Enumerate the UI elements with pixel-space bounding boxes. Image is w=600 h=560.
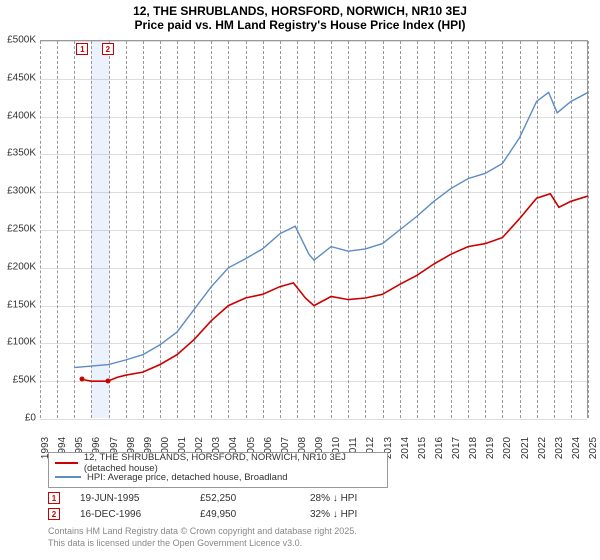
x-tick-label: 2016	[434, 437, 445, 459]
plot-area: 12	[40, 40, 588, 418]
series-property	[82, 194, 588, 382]
y-tick-label: £50K	[13, 375, 36, 386]
legend-swatch-property	[55, 462, 78, 464]
x-tick-label: 2024	[571, 437, 582, 459]
y-tick-label: £100K	[7, 337, 36, 348]
footer: Contains HM Land Registry data © Crown c…	[48, 526, 357, 549]
x-tick-label: 2021	[520, 437, 531, 459]
title-line-1: 12, THE SHRUBLANDS, HORSFORD, NORWICH, N…	[0, 4, 600, 18]
footer-line-1: Contains HM Land Registry data © Crown c…	[48, 526, 357, 538]
y-tick-label: £300K	[7, 186, 36, 197]
x-tick-label: 2018	[468, 437, 479, 459]
x-tick-label: 2022	[537, 437, 548, 459]
sale-row-date: 19-JUN-1995	[80, 493, 200, 504]
sales-table: 1 19-JUN-1995£52,25028% ↓ HPI 2 16-DEC-1996…	[48, 490, 548, 522]
x-axis: 1993199419951996199719981999200020012002…	[40, 420, 588, 452]
series-hpi	[74, 92, 588, 367]
sale-row-num: 2	[48, 508, 60, 520]
sale-row-diff: 32% ↓ HPI	[310, 509, 420, 520]
x-tick-label: 2015	[417, 437, 428, 459]
sale-row-price: £49,950	[200, 509, 310, 520]
y-tick-label: £200K	[7, 261, 36, 272]
y-tick-label: £0	[25, 413, 36, 424]
sale-marker-box: 2	[102, 43, 114, 55]
x-tick-label: 2023	[554, 437, 565, 459]
sale-marker-dot	[105, 379, 110, 384]
sale-row: 1 19-JUN-1995£52,25028% ↓ HPI	[48, 490, 548, 506]
y-tick-label: £150K	[7, 299, 36, 310]
line-plot	[40, 41, 588, 419]
legend-row-property: 12, THE SHRUBLANDS, HORSFORD, NORWICH, N…	[55, 456, 381, 470]
sale-marker-box: 1	[76, 43, 88, 55]
legend-label-hpi: HPI: Average price, detached house, Broa…	[87, 472, 288, 483]
x-tick-label: 2025	[588, 437, 599, 459]
sale-marker-dot	[80, 377, 85, 382]
x-tick-label: 2020	[502, 437, 513, 459]
sale-row-diff: 28% ↓ HPI	[310, 493, 420, 504]
y-tick-label: £450K	[7, 72, 36, 83]
x-tick-label: 2014	[400, 437, 411, 459]
sale-row: 2 16-DEC-1996£49,95032% ↓ HPI	[48, 506, 548, 522]
footer-line-2: This data is licensed under the Open Gov…	[48, 538, 357, 550]
x-tick-label: 2017	[451, 437, 462, 459]
title-line-2: Price paid vs. HM Land Registry's House …	[0, 18, 600, 32]
y-tick-label: £350K	[7, 148, 36, 159]
y-tick-label: £250K	[7, 224, 36, 235]
title-block: 12, THE SHRUBLANDS, HORSFORD, NORWICH, N…	[0, 0, 600, 34]
y-axis: £0£50K£100K£150K£200K£250K£300K£350K£400…	[0, 40, 38, 418]
y-tick-label: £400K	[7, 110, 36, 121]
sale-row-price: £52,250	[200, 493, 310, 504]
legend-swatch-hpi	[55, 476, 81, 478]
sale-row-num: 1	[48, 492, 60, 504]
y-tick-label: £500K	[7, 35, 36, 46]
x-tick-label: 2019	[485, 437, 496, 459]
grid-line-v	[588, 41, 589, 418]
sale-row-date: 16-DEC-1996	[80, 509, 200, 520]
chart-container: 12, THE SHRUBLANDS, HORSFORD, NORWICH, N…	[0, 0, 600, 560]
legend: 12, THE SHRUBLANDS, HORSFORD, NORWICH, N…	[48, 452, 388, 488]
